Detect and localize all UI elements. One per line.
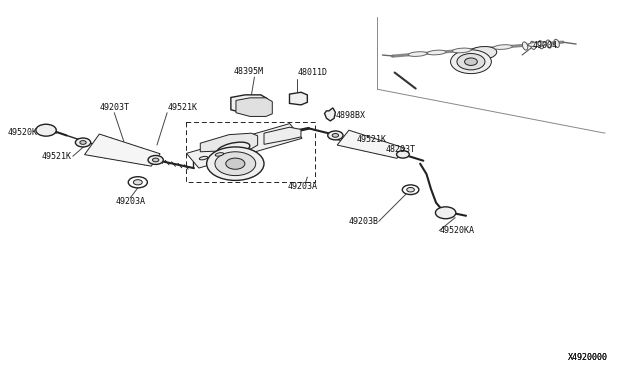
Ellipse shape (467, 46, 497, 60)
Ellipse shape (199, 156, 207, 160)
Text: 48203T: 48203T (385, 145, 415, 154)
Circle shape (133, 180, 142, 185)
Polygon shape (236, 98, 272, 116)
Circle shape (152, 158, 159, 162)
Text: 49203A: 49203A (115, 197, 145, 206)
Circle shape (128, 177, 147, 188)
Text: 48395M: 48395M (233, 67, 263, 76)
Circle shape (332, 134, 339, 137)
Text: 49521K: 49521K (356, 135, 387, 144)
Polygon shape (231, 95, 267, 113)
Circle shape (80, 141, 86, 144)
Circle shape (36, 124, 56, 136)
Circle shape (435, 207, 456, 219)
Text: 49521K: 49521K (42, 152, 72, 161)
Circle shape (407, 187, 415, 192)
Circle shape (76, 138, 91, 147)
Ellipse shape (452, 48, 471, 53)
Ellipse shape (538, 41, 543, 49)
Text: 49004: 49004 (533, 41, 558, 50)
Text: X4920000: X4920000 (568, 353, 608, 362)
Polygon shape (186, 124, 302, 168)
Polygon shape (324, 108, 335, 121)
Polygon shape (200, 133, 258, 152)
Text: 4898BX: 4898BX (335, 111, 365, 120)
Text: 49203A: 49203A (287, 182, 317, 191)
Text: 49203T: 49203T (99, 103, 129, 112)
Text: 48011D: 48011D (297, 68, 327, 77)
Text: X4920000: X4920000 (568, 353, 608, 362)
Circle shape (226, 158, 245, 169)
Ellipse shape (531, 41, 536, 49)
Text: 49520K: 49520K (8, 128, 38, 137)
Circle shape (215, 152, 256, 176)
Polygon shape (289, 92, 307, 105)
Text: 49521K: 49521K (167, 103, 197, 112)
Ellipse shape (408, 52, 427, 57)
Ellipse shape (217, 142, 250, 155)
Circle shape (457, 54, 485, 70)
Ellipse shape (528, 42, 547, 46)
Polygon shape (337, 130, 405, 158)
Polygon shape (84, 134, 160, 166)
Circle shape (207, 147, 264, 180)
Ellipse shape (215, 153, 223, 156)
Ellipse shape (546, 40, 552, 48)
Ellipse shape (522, 42, 528, 50)
Ellipse shape (493, 45, 512, 49)
Ellipse shape (427, 50, 446, 55)
Text: 49520KA: 49520KA (439, 226, 474, 235)
Circle shape (465, 58, 477, 65)
Circle shape (397, 151, 410, 158)
Circle shape (451, 50, 492, 74)
Text: 49203B: 49203B (349, 217, 379, 226)
Polygon shape (264, 127, 301, 144)
Circle shape (403, 185, 419, 195)
Ellipse shape (554, 39, 559, 48)
Circle shape (148, 155, 163, 164)
Circle shape (328, 131, 343, 140)
